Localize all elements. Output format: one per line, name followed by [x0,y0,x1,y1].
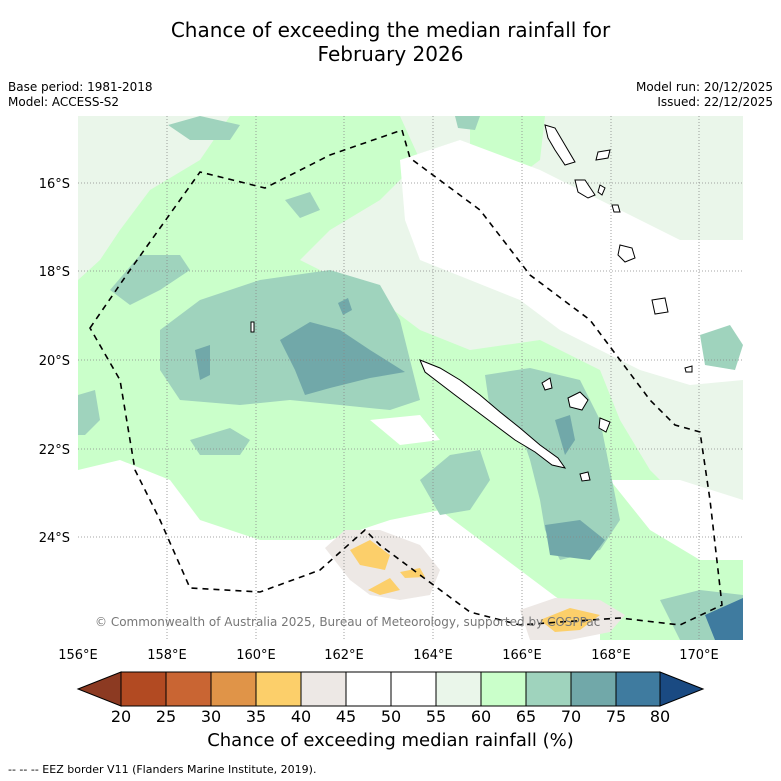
colorbar-title: Chance of exceeding median rainfall (%) [207,730,574,751]
title-line-2: February 2026 [317,42,464,66]
lat-label: 22°S [39,443,70,458]
colorbar-segment [480,671,527,707]
lon-label: 156°E [58,648,98,663]
band-70-75-east [555,415,575,455]
lon-label: 166°E [502,648,542,663]
colorbar-segment [255,671,302,707]
vanuatu-island-a [595,149,611,161]
colorbar-tick: 35 [246,707,266,726]
meta-right: Model run: 20/12/2025 Issued: 22/12/2025 [636,80,773,110]
map-title: Chance of exceeding the median rainfall … [0,18,781,66]
matthew-island [684,365,693,373]
eez-border [89,128,723,626]
band-65-70-c [420,450,490,515]
colorbar-tick: 25 [156,707,176,726]
lon-label: 158°E [147,648,187,663]
band-50-55-se [610,480,743,560]
colorbar-segment [570,671,617,707]
band-65-70-far-east [700,325,743,370]
colorbar-min-arrow [76,671,122,707]
colorbar-tick: 80 [650,707,670,726]
colorbar-tick: 55 [426,707,446,726]
colorbar-segment [120,671,167,707]
eez-legend-note: -- -- -- EEZ border V11 (Flanders Marine… [8,763,317,776]
band-35-40-c [400,568,425,578]
meta-left: Base period: 1981-2018 Model: ACCESS-S2 [8,80,153,110]
lat-label: 24°S [39,531,70,546]
colorbar-segment [345,671,392,707]
new-caledonia-land [419,359,567,469]
lon-label: 162°E [324,648,364,663]
loyalty-island-2 [598,417,611,433]
vanuatu-island-b [597,184,606,196]
lon-label: 170°E [679,648,719,663]
band-35-40-b [368,578,400,595]
vanuatu-malekula [574,179,596,199]
band-65-70-small [285,192,320,218]
colorbar-ticks: 20 25 30 35 40 45 50 55 60 65 70 75 80 [111,707,670,726]
band-50-55-c [370,415,440,445]
lat-axis: 16°S 18°S 20°S 22°S 24°S [39,177,70,546]
band-35-40-d [540,608,600,632]
colorbar-tick: 20 [111,707,131,726]
band-35-40-a [350,540,390,570]
colorbar-segment [390,671,437,707]
colorbar-tick: 45 [336,707,356,726]
colorbar-tick: 50 [381,707,401,726]
band-65-70-top-c [455,116,480,130]
band-75-80-se [705,598,743,640]
colorbar-segment [210,671,257,707]
colorbar: 20 25 30 35 40 45 50 55 60 65 70 75 80 [76,671,705,726]
vanuatu-tanna [651,297,669,315]
band-65-70-sw [190,428,250,455]
band-70-75-small [195,345,210,380]
map-field: © Commonwealth of Australia 2025, Bureau… [78,116,743,640]
colorbar-tick: 65 [516,707,536,726]
copyright-watermark: © Commonwealth of Australia 2025, Bureau… [95,615,600,629]
vanuatu-island-c [611,204,621,213]
isle-of-pines [579,471,591,482]
base-period: Base period: 1981-2018 [8,80,153,94]
lon-label: 168°E [591,648,631,663]
colorbar-tick: 30 [201,707,221,726]
graticule [78,116,743,640]
lat-label: 20°S [39,354,70,369]
lat-label: 18°S [39,265,70,280]
colorbar-tick: 75 [606,707,626,726]
band-70-75-tiny [338,298,352,315]
colorbar-segment [615,671,661,707]
colorbar-max-arrow [659,671,705,707]
band-65-70-top [168,116,240,140]
colorbar-segment [525,671,572,707]
band-70-75-west [280,322,405,395]
lon-axis: 156°E 158°E 160°E 162°E 164°E 166°E 168°… [58,648,719,663]
vanuatu-efate [617,244,636,263]
loyalty-island-3 [541,377,553,391]
model-run: Model run: 20/12/2025 [635,80,773,94]
model-name: Model: ACCESS-S2 [8,95,120,109]
band-65-70-nw [110,255,190,305]
colorbar-segment [165,671,212,707]
colorbar-segment [300,671,347,707]
issued-date: Issued: 22/12/2025 [657,95,773,109]
band-70-75-south [545,520,605,560]
colorbar-tick: 70 [561,707,581,726]
band-55-60-a [78,116,230,280]
vanuatu-santo [544,124,576,166]
band-65-70-west-edge [78,390,100,435]
lon-label: 160°E [236,648,276,663]
title-line-1: Chance of exceeding the median rainfall … [170,18,611,42]
lon-label: 164°E [413,648,453,663]
loyalty-island-1 [567,391,589,411]
lat-label: 16°S [39,177,70,192]
colorbar-segment [435,671,482,707]
chesterfield-islands [250,321,255,333]
colorbar-tick: 40 [291,707,311,726]
colorbar-tick: 60 [471,707,491,726]
band-50-55-ne [400,140,743,385]
